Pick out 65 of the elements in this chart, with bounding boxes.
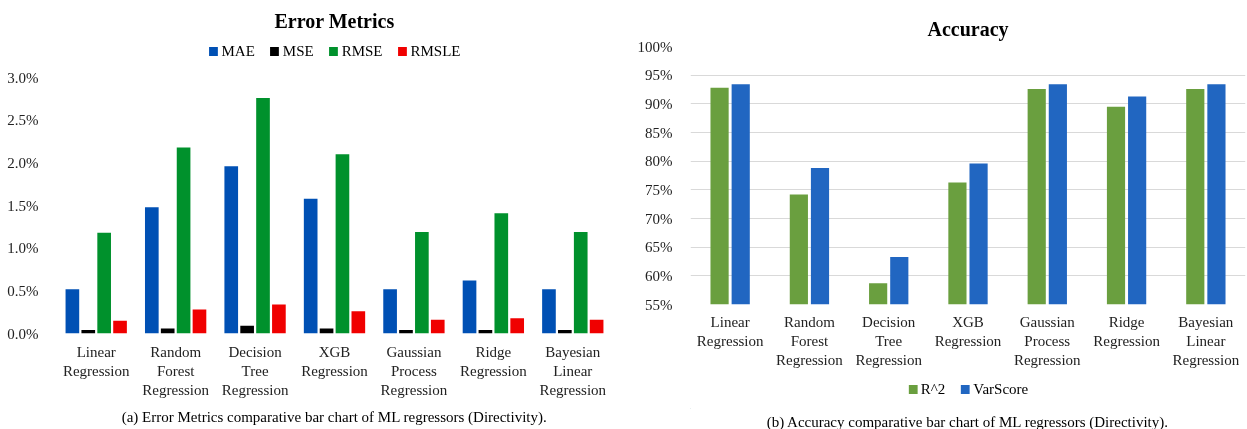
bar — [335, 154, 350, 334]
y-tick-label: 1.5% — [7, 197, 39, 214]
y-tick-label: 60% — [645, 267, 673, 284]
y-tick-label: 95% — [645, 67, 673, 84]
text: (b) Accuracy comparative bar chart of ML regressors (Directivity). — [766, 413, 1168, 429]
y-tick-label: 70% — [645, 210, 673, 227]
y-tick-label: 65% — [645, 239, 673, 256]
x-tick-label: Random Forest Regression — [142, 343, 210, 398]
y-tick-label: 2.5% — [7, 112, 39, 129]
legend-label: MAE — [221, 42, 255, 59]
y-tick-label: 90% — [645, 95, 673, 112]
x-tick-label: Linear Regression — [696, 313, 764, 349]
chart-title: Accuracy — [927, 17, 1009, 41]
x-tick-label: Decision Tree Regression — [855, 313, 923, 368]
x-tick-label: Gaussian Process Regression — [380, 343, 448, 398]
x-tick-label: Linear Regression — [62, 343, 131, 379]
bar — [494, 213, 509, 334]
bar — [160, 328, 175, 334]
y-tick-label: 80% — [645, 153, 673, 170]
bar — [383, 289, 397, 334]
bar — [113, 320, 127, 334]
y-tick-label: 2.0% — [7, 154, 39, 171]
bar — [303, 198, 318, 334]
bar — [224, 166, 239, 334]
bar — [573, 231, 588, 334]
bar — [144, 207, 159, 334]
y-tick-label: 0.0% — [7, 325, 39, 342]
bar — [192, 309, 207, 334]
y-tick-label: 3.0% — [7, 69, 39, 86]
bar — [462, 280, 477, 334]
x-tick-label: XGB Regression — [934, 313, 1002, 349]
y-tick-label: 100% — [637, 38, 673, 55]
y-tick-label: 55% — [645, 296, 673, 313]
x-tick-label: Bayesian Linear Regression — [539, 343, 607, 398]
legend-label: RMSE — [341, 42, 383, 59]
bar — [97, 232, 111, 334]
bar — [351, 311, 366, 334]
bar — [240, 325, 254, 334]
legend-label: VarScore — [973, 380, 1029, 398]
bar — [589, 319, 604, 334]
bar — [542, 289, 556, 334]
x-tick-label: Random Forest Regression — [776, 313, 844, 368]
bar — [319, 328, 334, 334]
legend-label: RMSLE — [410, 42, 461, 59]
bar — [256, 97, 270, 334]
legend-label: MSE — [282, 42, 314, 59]
legend-label: R^2 — [920, 380, 946, 398]
x-tick-label: Ridge Regression — [1093, 313, 1161, 349]
bar — [65, 289, 80, 334]
y-tick-label: 75% — [645, 181, 673, 198]
bar — [176, 147, 191, 334]
x-tick-label: Bayesian Linear Regression — [1172, 313, 1240, 368]
y-tick-label: 85% — [645, 124, 673, 141]
x-tick-label: XGB Regression — [301, 343, 369, 379]
bar — [272, 304, 286, 334]
bar — [415, 231, 429, 334]
bar — [430, 319, 445, 334]
text: (a) Error Metrics comparative bar chart of ML regressors (Directivity). — [121, 408, 547, 426]
chart-title: Error Metrics — [274, 9, 395, 32]
bar — [510, 318, 525, 334]
y-tick-label: 0.5% — [7, 282, 39, 299]
x-tick-label: Decision Tree Regression — [221, 343, 289, 398]
x-tick-label: Gaussian Process Regression — [1013, 313, 1082, 368]
y-tick-label: 1.0% — [7, 240, 39, 257]
x-tick-label: Ridge Regression — [460, 343, 528, 379]
